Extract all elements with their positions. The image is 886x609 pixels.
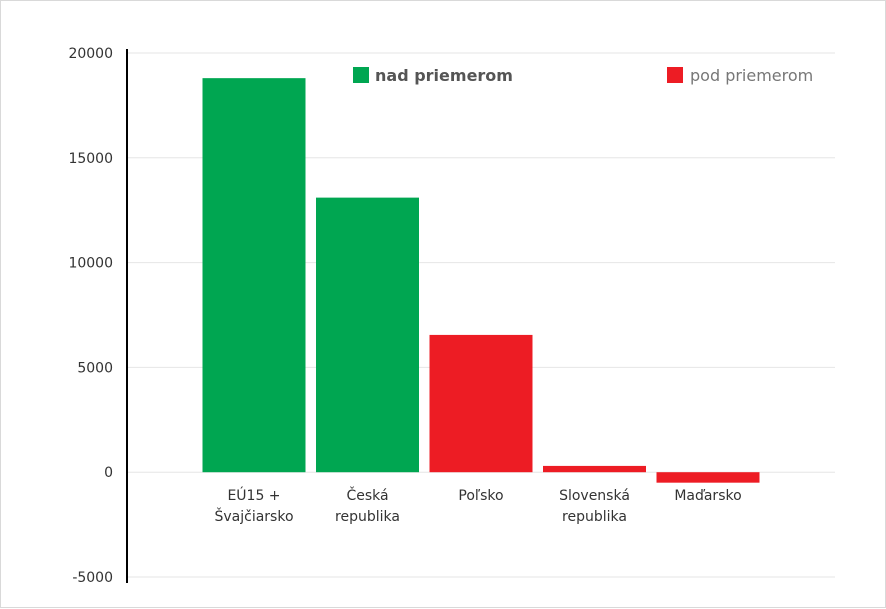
legend: nad priemerom pod priemerom bbox=[353, 66, 813, 85]
category-label: Slovenská republika bbox=[559, 488, 630, 525]
legend-label: nad priemerom bbox=[375, 66, 513, 85]
legend-swatch bbox=[353, 67, 369, 83]
legend-swatch bbox=[667, 67, 683, 83]
y-tick-label: 15000 bbox=[68, 151, 113, 167]
y-tick-label: 20000 bbox=[68, 46, 113, 62]
bar bbox=[543, 465, 646, 473]
bars bbox=[202, 78, 760, 483]
y-tick-label: 10000 bbox=[68, 256, 113, 272]
category-labels: EÚ15 + Švajčiarsko Česká republika Poľsko Slo… bbox=[214, 486, 741, 525]
bar bbox=[202, 78, 306, 473]
legend-label: pod priemerom bbox=[690, 66, 813, 85]
category-label: EÚ15 + Švajčiarsko bbox=[214, 486, 293, 525]
bar bbox=[429, 334, 533, 473]
category-label: Česká republika bbox=[335, 486, 400, 525]
y-tick-label: 5000 bbox=[77, 360, 113, 376]
y-axis: 20000 15000 10000 5000 0 -5000 bbox=[68, 46, 128, 586]
y-tick-label: 0 bbox=[104, 465, 113, 481]
category-label: Maďarsko bbox=[674, 488, 741, 504]
bar bbox=[316, 197, 419, 473]
y-tick-label: -5000 bbox=[72, 570, 113, 586]
category-label: Poľsko bbox=[458, 488, 503, 504]
bar bbox=[656, 472, 760, 483]
